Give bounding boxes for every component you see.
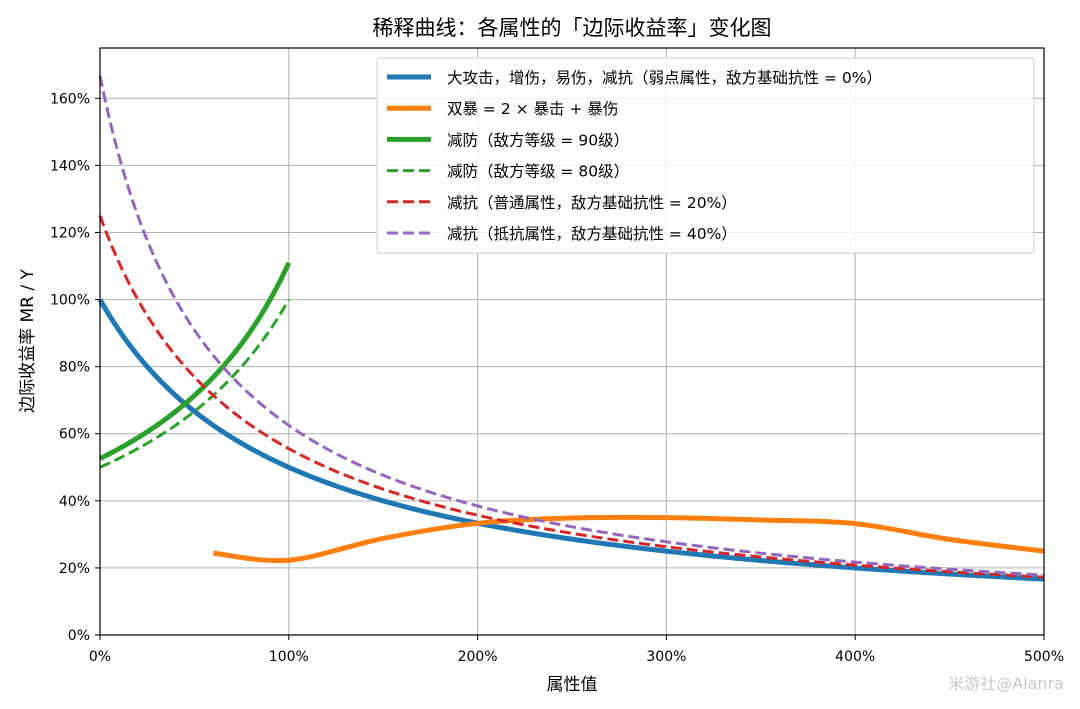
y-tick-label: 80% (59, 360, 90, 376)
series-line-0 (97, 298, 1045, 582)
legend-label-3: 减防（敌方等级 = 80级） (447, 163, 629, 181)
y-tick-label: 140% (50, 158, 90, 174)
legend-label-1: 双暴 = 2 × 暴击 + 暴伤 (447, 100, 618, 118)
x-tick-label: 300% (646, 649, 686, 665)
y-tick-label: 100% (50, 293, 90, 309)
x-tick-label: 0% (89, 649, 111, 665)
legend-label-0: 大攻击，增伤，易伤，减抗（弱点属性，敌方基础抗性 = 0%） (447, 69, 882, 87)
watermark-text: 米游社@Alanra (948, 674, 1064, 693)
series-line-1 (213, 514, 1045, 564)
axis-ticks: 0% 100% 200% 300% 400% 500% 0% 20% 40% 60% 80% 100%… (50, 91, 1064, 665)
plot-frame (99, 47, 1045, 636)
series-line-3 (99, 298, 291, 469)
y-axis-label: 边际收益率 MR / Y (18, 268, 38, 412)
y-tick-label: 120% (50, 225, 90, 241)
series-lines (97, 75, 1045, 582)
x-tick-label: 400% (835, 649, 875, 665)
y-tick-label: 0% (68, 628, 90, 644)
y-tick-label: 20% (59, 561, 90, 577)
x-axis-label: 属性值 (547, 675, 598, 695)
y-tick-label: 40% (59, 494, 90, 510)
x-tick-label: 200% (458, 649, 498, 665)
legend-box (376, 57, 1035, 254)
x-tick-label: 500% (1024, 649, 1064, 665)
x-tick-label: 100% (269, 649, 309, 665)
legend: 大攻击，增伤，易伤，减抗（弱点属性，敌方基础抗性 = 0%） 双暴 = 2 × 暴… (376, 57, 1035, 254)
series-line-5 (98, 75, 1045, 577)
legend-label-5: 减抗（抵抗属性，敌方基础抗性 = 40%） (447, 225, 737, 243)
y-tick-label: 160% (50, 91, 90, 107)
legend-label-4: 减抗（普通属性，敌方基础抗性 = 20%） (447, 194, 737, 212)
series-line-2 (98, 261, 292, 461)
series-line-4 (98, 215, 1045, 579)
y-tick-label: 60% (59, 427, 90, 443)
chart-title: 稀释曲线：各属性的「边际收益率」变化图 (373, 16, 772, 40)
legend-label-2: 减防（敌方等级 = 90级） (447, 131, 629, 149)
